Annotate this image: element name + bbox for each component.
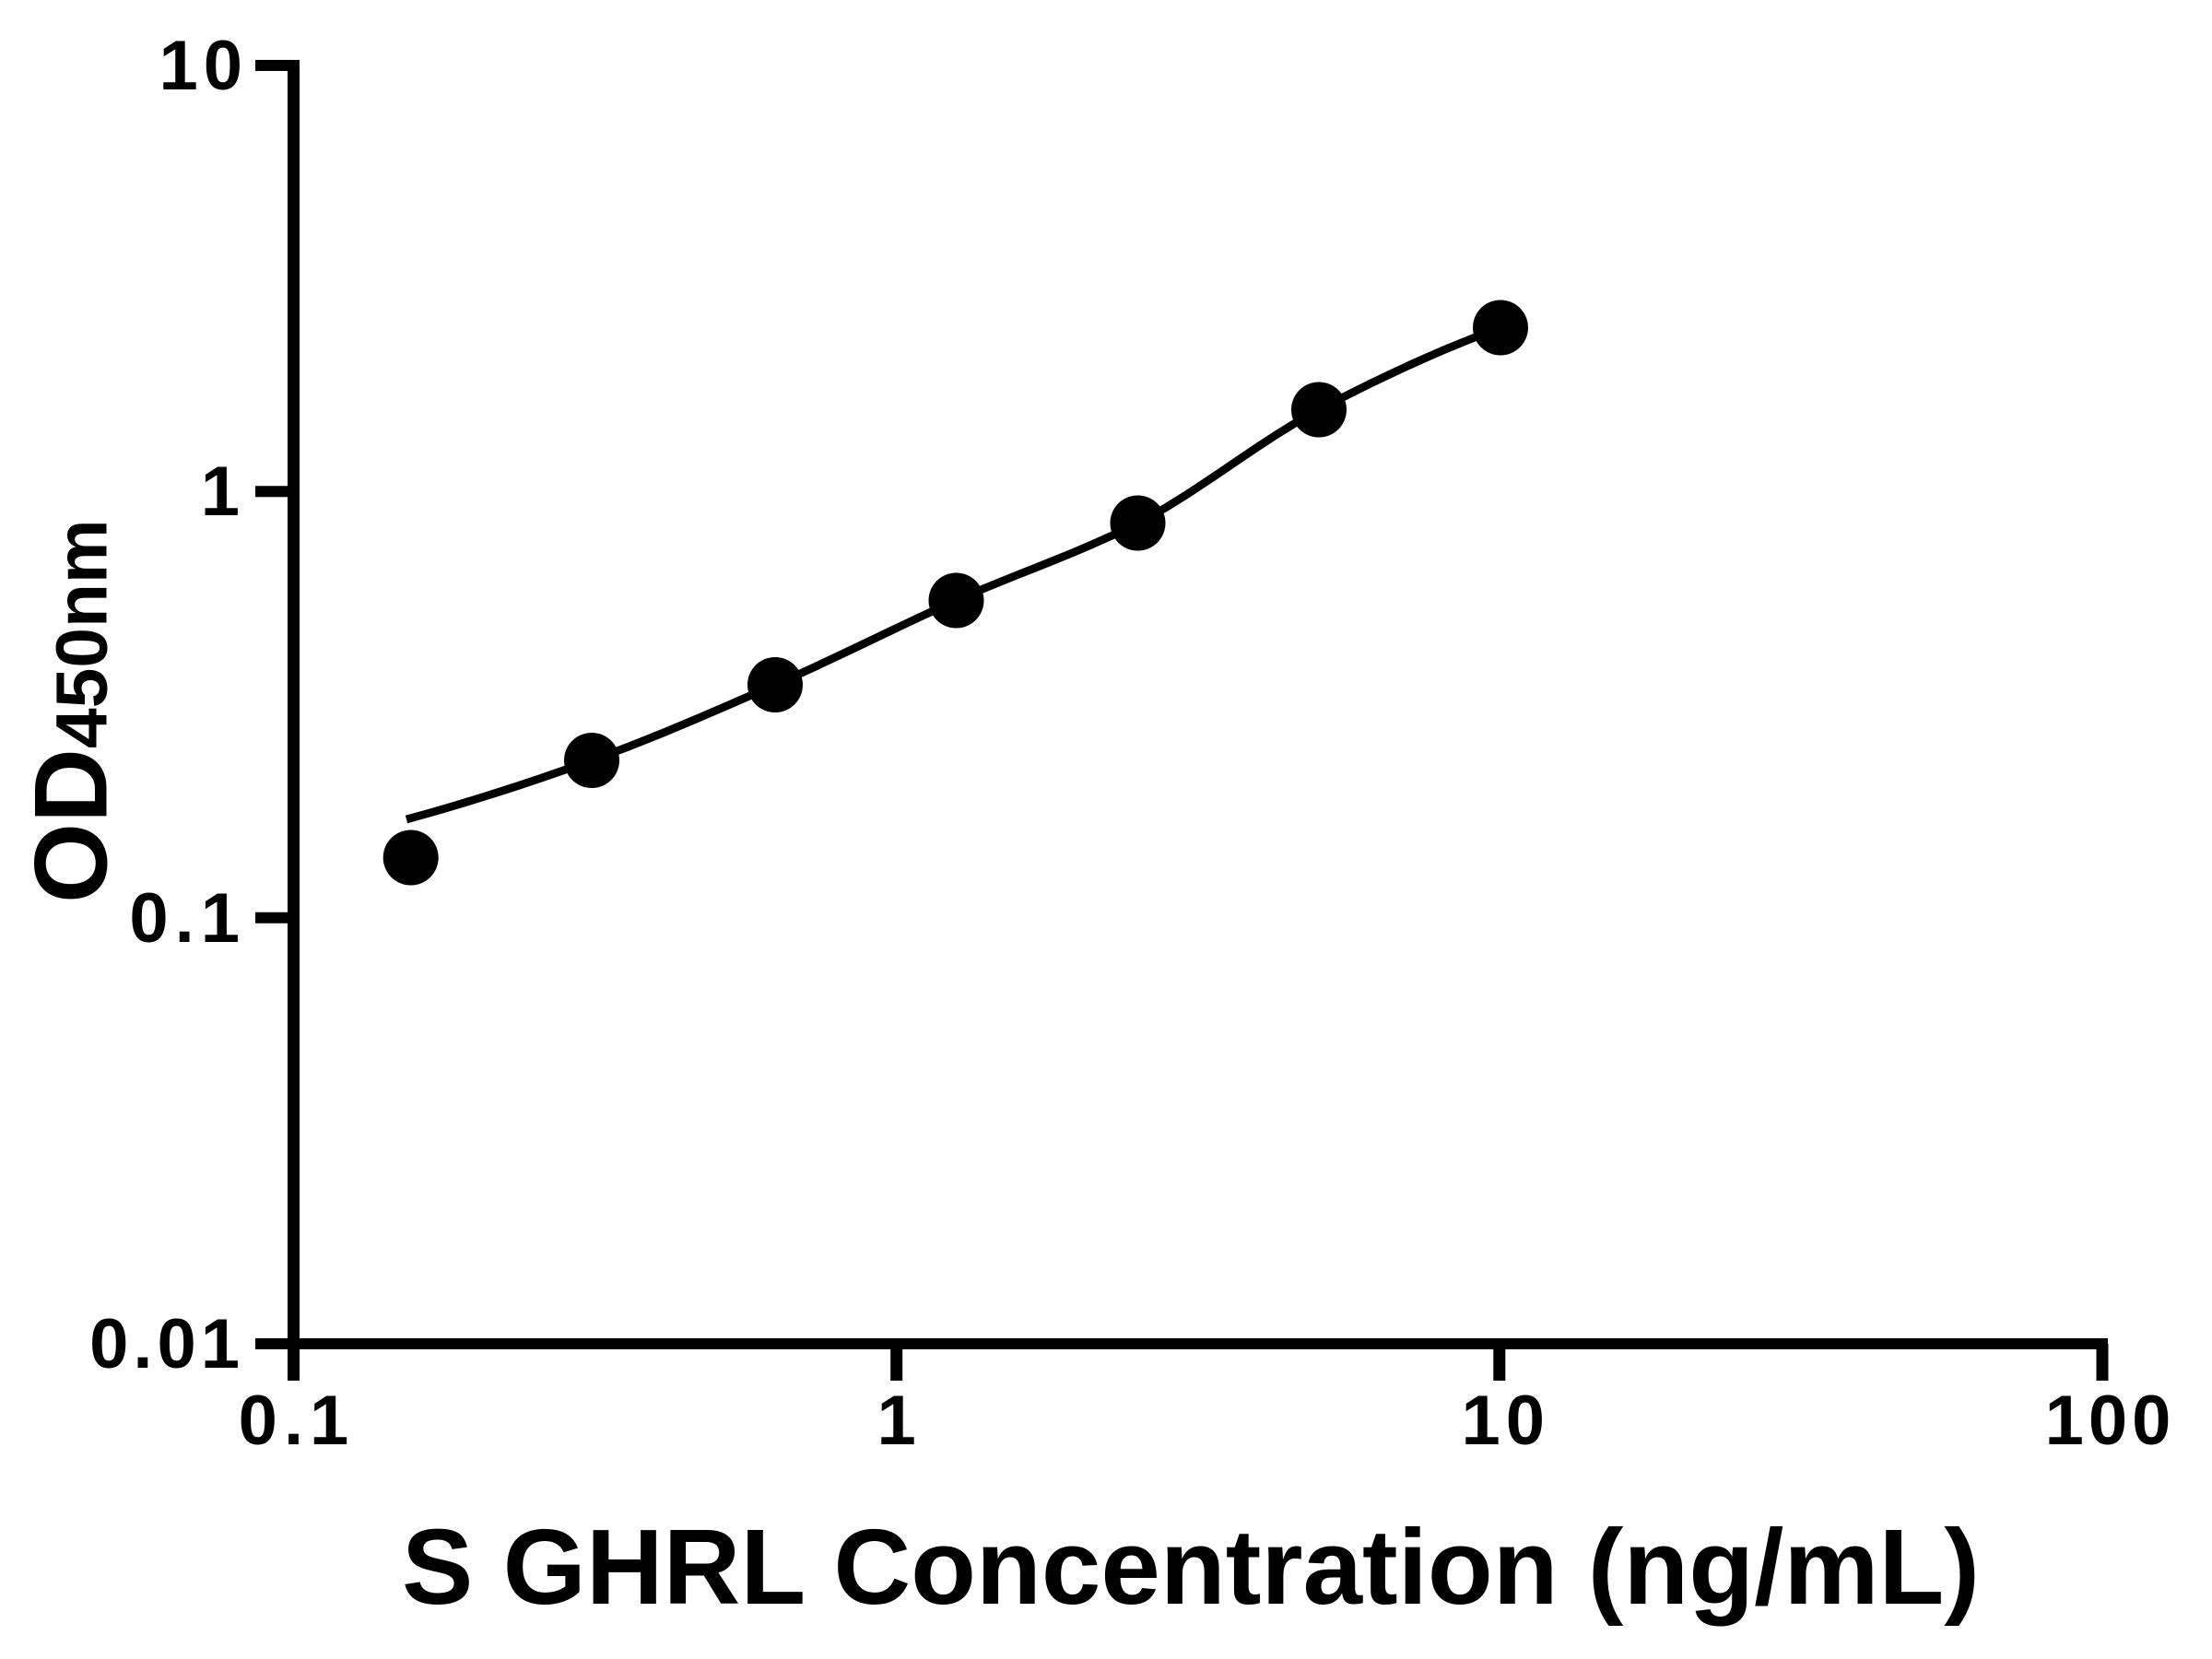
svg-text:S GHRL Concentration (ng/mL): S GHRL Concentration (ng/mL) — [402, 1507, 1980, 1627]
svg-text:10: 10 — [1462, 1382, 1551, 1460]
svg-text:1: 1 — [877, 1382, 916, 1460]
svg-text:0.01: 0.01 — [89, 1305, 244, 1383]
svg-text:0.1: 0.1 — [239, 1382, 356, 1460]
svg-text:100: 100 — [2045, 1382, 2176, 1460]
svg-text:1: 1 — [201, 453, 240, 531]
svg-text:10: 10 — [159, 27, 248, 105]
svg-text:0.1: 0.1 — [129, 879, 246, 958]
